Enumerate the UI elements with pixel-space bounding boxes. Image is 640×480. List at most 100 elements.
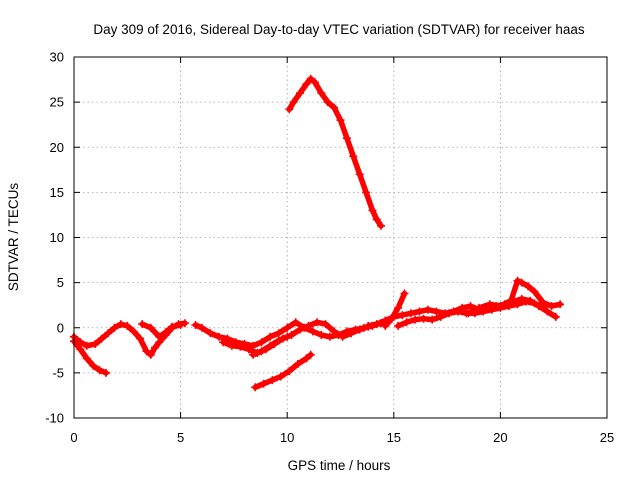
- x-tick-label: 5: [177, 430, 184, 445]
- data-point: [415, 307, 424, 316]
- data-point: [464, 309, 473, 318]
- series-segment-10: [381, 289, 409, 330]
- data-point: [466, 302, 475, 311]
- x-tick-label: 25: [600, 430, 614, 445]
- data-point: [142, 347, 151, 356]
- data-point: [259, 379, 268, 388]
- data-point: [398, 311, 407, 320]
- data-point: [387, 314, 396, 323]
- data-point: [394, 321, 403, 330]
- data-point: [285, 105, 294, 114]
- y-tick-label: -5: [52, 365, 64, 380]
- data-point: [330, 327, 339, 336]
- data-point: [308, 327, 317, 336]
- x-tick-label: 0: [70, 430, 77, 445]
- data-point: [551, 312, 560, 321]
- data-point: [419, 314, 428, 323]
- data-point: [219, 338, 228, 347]
- data-series: [70, 74, 565, 392]
- data-point: [364, 321, 373, 330]
- data-point: [406, 309, 415, 318]
- data-point: [123, 321, 132, 330]
- data-point: [325, 332, 334, 341]
- data-point: [244, 345, 253, 354]
- x-tick-label: 20: [493, 430, 507, 445]
- data-point: [215, 332, 223, 341]
- data-point: [355, 325, 364, 334]
- data-point: [524, 282, 533, 291]
- y-tick-label: 5: [57, 275, 64, 290]
- data-point: [257, 338, 266, 347]
- data-point: [110, 323, 119, 332]
- data-point: [296, 325, 304, 334]
- data-point: [236, 342, 245, 351]
- data-point: [313, 318, 321, 327]
- data-point: [522, 297, 530, 306]
- x-axis-label: GPS time / hours: [288, 458, 391, 473]
- data-point: [155, 332, 164, 341]
- data-point: [176, 321, 185, 329]
- data-point: [257, 347, 266, 356]
- data-point: [274, 329, 283, 338]
- data-point: [547, 302, 556, 311]
- data-point: [306, 74, 315, 83]
- data-point: [347, 329, 356, 338]
- data-point: [400, 289, 409, 298]
- data-point: [291, 318, 300, 327]
- data-point: [227, 341, 236, 350]
- data-point: [394, 303, 403, 312]
- data-point: [496, 302, 505, 311]
- series-segment-12: [464, 276, 565, 318]
- data-point: [507, 296, 516, 305]
- data-point: [129, 327, 138, 336]
- data-point: [296, 89, 304, 98]
- data-point: [317, 331, 326, 339]
- data-point: [251, 383, 260, 392]
- y-tick-label: 0: [57, 320, 64, 335]
- y-tick-label: 10: [50, 230, 64, 245]
- data-point: [91, 340, 100, 348]
- data-point: [321, 320, 330, 329]
- data-point: [428, 315, 437, 324]
- y-tick-label: 25: [50, 95, 64, 110]
- data-point: [82, 341, 91, 350]
- y-tick-label: 15: [50, 185, 64, 200]
- data-point: [249, 350, 258, 359]
- data-point: [168, 322, 177, 331]
- series-segment-7: [251, 350, 315, 392]
- series-segment-6: [249, 332, 292, 359]
- data-point: [485, 300, 494, 309]
- axis-ticks: 0 5 10 15 20 25 -10 -5 0 5 10 15 20 25 30: [45, 50, 614, 446]
- data-point: [530, 299, 539, 308]
- data-point: [349, 152, 358, 161]
- data-point: [116, 320, 125, 329]
- data-point: [381, 321, 390, 330]
- data-point: [276, 372, 285, 381]
- data-point: [266, 341, 275, 350]
- data-point: [283, 323, 292, 332]
- data-point: [530, 287, 539, 296]
- data-point: [274, 336, 283, 345]
- data-point: [330, 103, 339, 112]
- data-point: [411, 315, 420, 324]
- data-point: [513, 276, 522, 285]
- data-point: [76, 345, 85, 354]
- data-point: [138, 320, 147, 329]
- data-point: [362, 188, 371, 197]
- data-point: [539, 298, 547, 307]
- data-point: [95, 366, 104, 375]
- grid: [74, 57, 607, 418]
- data-point: [283, 332, 292, 341]
- data-point: [513, 300, 522, 309]
- data-point: [266, 332, 275, 341]
- data-point: [402, 318, 411, 327]
- data-point: [104, 329, 113, 338]
- y-tick-label: 30: [50, 50, 64, 65]
- data-point: [197, 323, 206, 332]
- series-line: [382, 290, 408, 329]
- data-point: [304, 321, 313, 330]
- data-point: [302, 80, 311, 89]
- data-point: [317, 89, 326, 98]
- x-tick-label: 10: [280, 430, 294, 445]
